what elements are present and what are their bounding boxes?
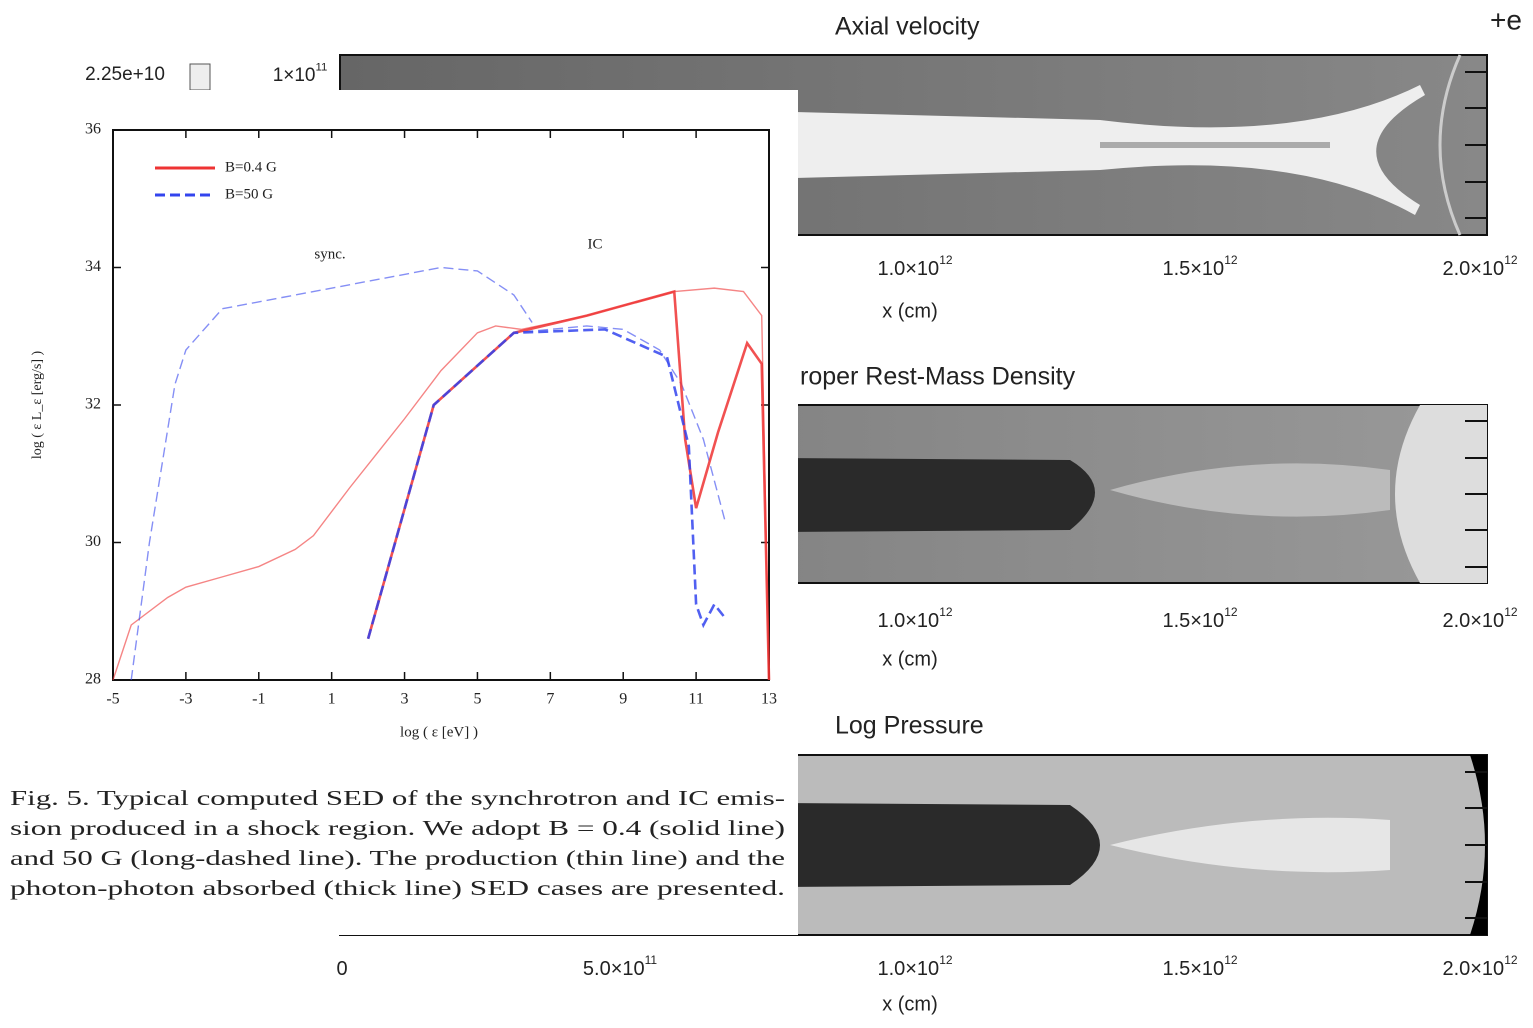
x-tick-label: 11	[688, 691, 703, 708]
axis-label: x (cm)	[882, 300, 938, 322]
caption-line: and 50 G (long-dashed line). The product…	[10, 846, 785, 870]
x-tick-label: -1	[252, 691, 265, 708]
tick-base: 0	[336, 958, 347, 980]
series-line	[366, 289, 771, 681]
tick-base: 1.0×10	[877, 958, 939, 980]
y-tick-label: 36	[85, 121, 101, 138]
panel-ticks	[1465, 71, 1487, 919]
axis-label: x (cm)	[882, 648, 938, 670]
caption-line: photon-photon absorbed (thick line) SED …	[10, 876, 785, 900]
tick-base: 2.0×10	[1442, 610, 1504, 632]
tick-base: 1.5×10	[1162, 258, 1224, 280]
tick-label: 5.0×1011	[583, 953, 658, 980]
corner-text: +e	[1490, 4, 1522, 35]
x-tick-label: 7	[546, 691, 554, 708]
y-tick-label: 32	[85, 396, 101, 413]
tick-base: 2.0×10	[1442, 258, 1504, 280]
tick-exponent: 12	[1504, 605, 1518, 619]
series-line	[130, 266, 533, 681]
tick-exponent: 12	[939, 605, 953, 619]
series-line	[366, 328, 727, 640]
y-tick-label: 28	[85, 671, 101, 688]
tick-label: 1.5×1012	[1162, 253, 1237, 280]
tick-exponent: 12	[1224, 605, 1238, 619]
axis-label: x (cm)	[882, 993, 938, 1015]
panel-title: Axial velocity	[835, 13, 980, 41]
y-axis-label: log ( ε L_ε [erg/s] )	[30, 351, 45, 460]
panel-title: roper Rest-Mass Density	[800, 363, 1076, 391]
tick-label: 2.0×1012	[1442, 605, 1517, 632]
tick-label: 1.5×1012	[1162, 953, 1237, 980]
x-tick-label: 3	[401, 691, 409, 708]
tick-base: 5.0×10	[583, 958, 645, 980]
tick-exponent: 12	[939, 953, 953, 967]
caption-line: Fig. 5. Typical computed SED of the sync…	[10, 786, 785, 810]
tick-exponent: 12	[1224, 253, 1238, 267]
tick-base: 1.5×10	[1162, 610, 1224, 632]
scale-value: 2.25e+10	[85, 64, 165, 85]
x-tick-label: -5	[106, 691, 119, 708]
x-tick-label: 5	[473, 691, 481, 708]
x-tick-label: 9	[619, 691, 627, 708]
tick-exponent: 11	[645, 953, 658, 967]
x-axis-label: log ( ε [eV] )	[400, 724, 478, 740]
tick-label: 2.0×1012	[1442, 253, 1517, 280]
x-tick-label: 13	[761, 691, 777, 708]
panel-title: Log Pressure	[835, 712, 984, 740]
x-tick-label: -3	[179, 691, 192, 708]
tick-label: 1.0×1012	[877, 605, 952, 632]
tick-label: 2.0×1012	[1442, 953, 1517, 980]
x-tick-label: 1	[328, 691, 336, 708]
legend-label: B=0.4 G	[225, 159, 277, 175]
tick-base: 1×10	[273, 65, 316, 86]
tick-label: 1.0×1012	[877, 953, 952, 980]
tick-exponent: 12	[939, 253, 953, 267]
tick-base: 2.0×10	[1442, 958, 1504, 980]
color-swatch	[189, 63, 211, 91]
tick-label: 1.0×1012	[877, 253, 952, 280]
annotation: IC	[588, 236, 603, 252]
annotation: sync.	[314, 246, 345, 262]
y-tick-label: 30	[85, 533, 101, 550]
tick-exponent: 12	[1504, 953, 1518, 967]
tick-base: 1.0×10	[877, 610, 939, 632]
caption-line: sion produced in a shock region. We adop…	[10, 816, 785, 840]
tick-label: 1×1011	[273, 61, 328, 86]
tick-base: 1.0×10	[877, 258, 939, 280]
y-tick-label: 34	[85, 258, 101, 275]
tick-exponent: 12	[1224, 953, 1238, 967]
tick-label: 0	[336, 958, 347, 980]
tick-exponent: 11	[315, 61, 327, 73]
overlay	[0, 90, 798, 935]
series-line	[112, 287, 770, 681]
tick-label: 1.5×1012	[1162, 605, 1237, 632]
legend-label: B=50 G	[225, 186, 273, 202]
tick-base: 1.5×10	[1162, 958, 1224, 980]
tick-exponent: 12	[1504, 253, 1518, 267]
